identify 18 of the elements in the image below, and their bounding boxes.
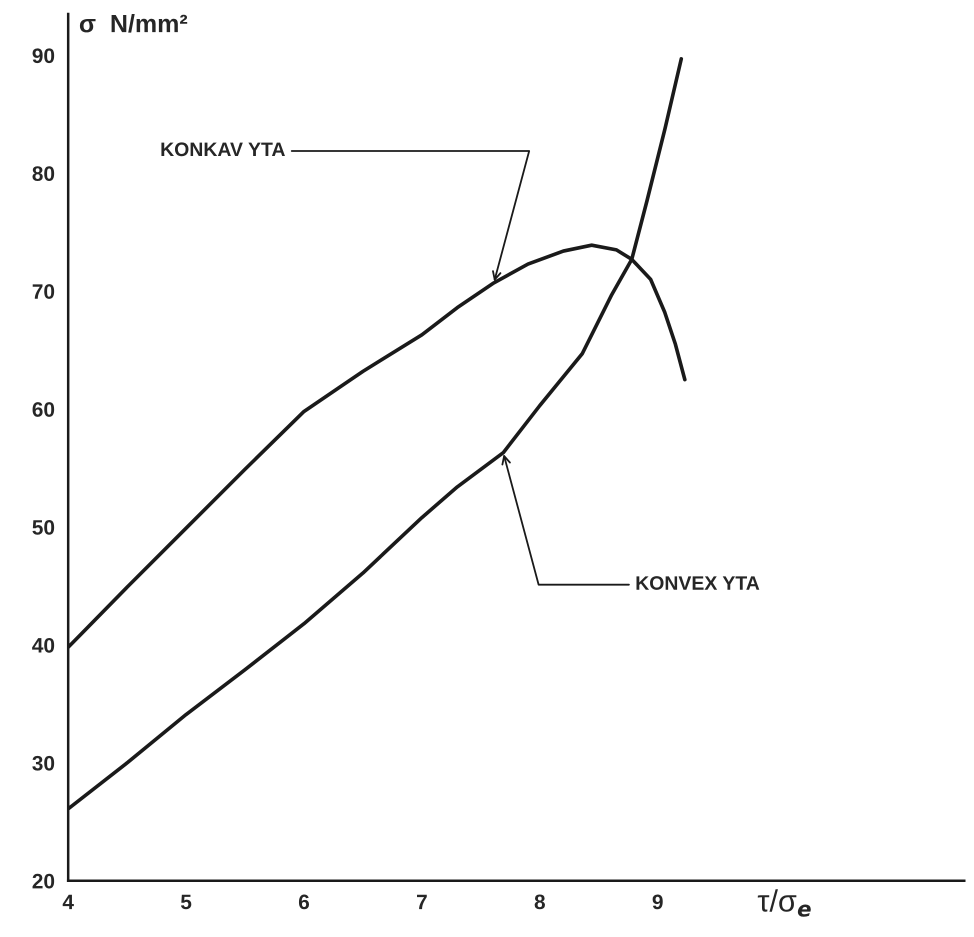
y-tick-label: 80 [32,166,54,182]
y-tick-label: 20 [32,874,54,889]
x-tick-label: 6 [298,894,310,910]
y-tick-label: 60 [32,402,54,417]
x-axis-title: τ/σ$_{e}$ [758,889,811,917]
y-axis-title: σ N/mm² [80,14,188,33]
y-tick-label: 40 [32,638,54,653]
x-tick-label: 5 [180,894,192,910]
y-tick-label: 50 [32,520,54,535]
x-tick-label: 4 [62,894,74,910]
annotation: KONKAV YTA [161,142,285,156]
y-tick-label: 30 [32,756,54,771]
y-tick-label: 90 [32,48,54,64]
annotation: KONVEX YTA [636,576,760,590]
y-tick-label: 70 [32,284,54,299]
x-tick-label: 8 [534,894,545,910]
x-tick-label: 7 [417,894,427,910]
x-tick-label: 9 [652,894,663,910]
